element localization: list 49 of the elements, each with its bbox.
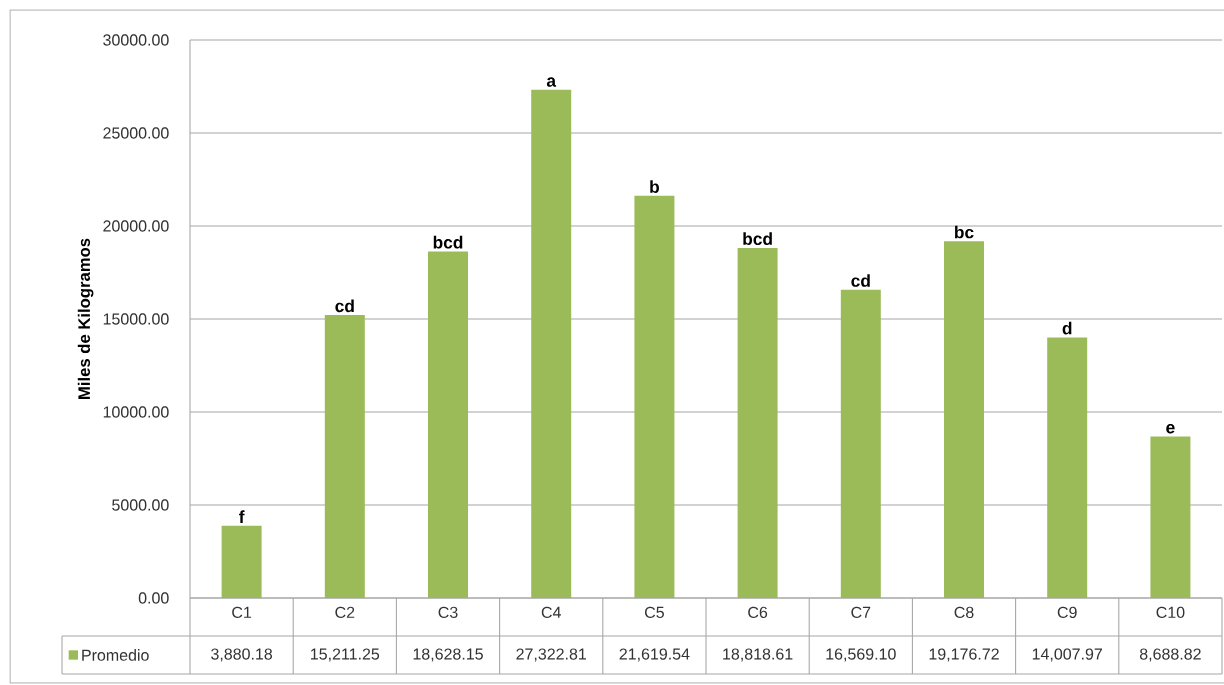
- legend-label: Promedio: [82, 649, 149, 661]
- annotation: cd: [851, 274, 870, 287]
- x-tick-label: C3: [438, 606, 458, 619]
- annotation: b: [650, 180, 659, 193]
- y-tick-label: 30000.00: [103, 34, 169, 46]
- data-label: 21,619.54: [619, 648, 690, 662]
- bar: [221, 525, 262, 598]
- y-axis-title: Miles de Kilogramos: [77, 238, 94, 399]
- annotation: bcd: [433, 235, 463, 249]
- y-tick-label: 0.00: [138, 592, 169, 604]
- annotation: e: [1166, 423, 1175, 434]
- bar: [428, 251, 469, 598]
- x-tick-label: C8: [954, 606, 974, 619]
- y-tick-label: 20000.00: [103, 220, 169, 232]
- data-label: 19,176.72: [929, 648, 999, 662]
- x-tick-label: C7: [851, 606, 871, 619]
- annotation: bcd: [743, 232, 772, 246]
- x-tick-label: C4: [541, 606, 561, 619]
- y-tick-label: 10000.00: [103, 406, 169, 418]
- y-tick-label: 25000.00: [103, 127, 169, 139]
- bar: [634, 195, 675, 598]
- bar: [737, 247, 778, 598]
- bar: [944, 241, 985, 598]
- data-label: 15,211.25: [311, 648, 380, 662]
- annotation: bc: [955, 225, 974, 239]
- data-label: 14,007.97: [1032, 648, 1102, 662]
- x-tick-label: C2: [335, 606, 355, 619]
- x-tick-label: C1: [232, 606, 252, 619]
- bar: [1047, 337, 1088, 598]
- data-label: 3,880.18: [211, 648, 273, 662]
- data-label: 16,569.10: [826, 648, 896, 662]
- data-label: 18,628.15: [413, 648, 483, 662]
- annotation: cd: [335, 299, 354, 313]
- y-tick-label: 15000.00: [103, 313, 169, 325]
- x-tick-label: C9: [1057, 606, 1077, 619]
- x-tick-label: C5: [645, 606, 664, 619]
- bar: [840, 289, 881, 598]
- data-label: 18,818.61: [723, 648, 793, 662]
- data-label: 8,688.82: [1139, 648, 1201, 662]
- x-tick-label: C6: [748, 606, 768, 619]
- annotation: d: [1062, 321, 1072, 335]
- data-label: 27,322.81: [516, 648, 586, 662]
- y-tick-label: 5000.00: [112, 499, 169, 511]
- annotation: a: [546, 77, 557, 87]
- bar: [1150, 436, 1191, 598]
- bar: [531, 89, 572, 598]
- x-tick-label: C10: [1156, 606, 1185, 619]
- annotation: f: [239, 510, 245, 523]
- bar: [324, 315, 365, 598]
